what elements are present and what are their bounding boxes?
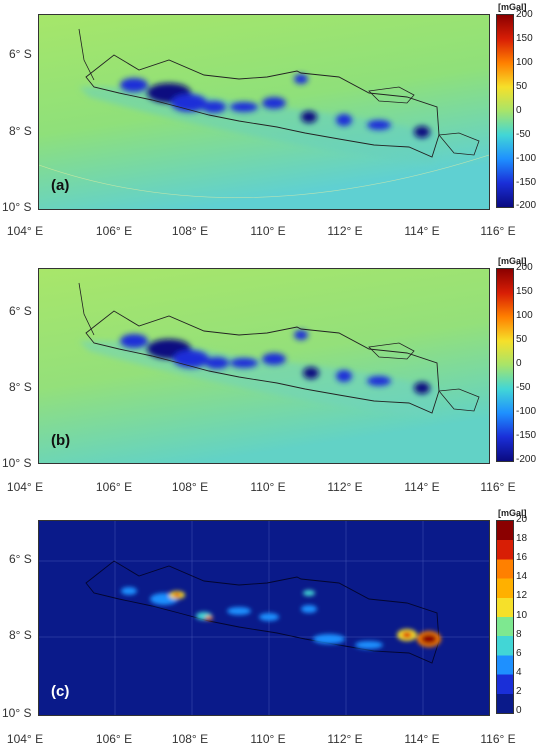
panel-c: (c) 6° S 8° S 10° S 104° E 106° E 108° E… [0, 506, 550, 747]
y-tick: 8° S [9, 628, 32, 642]
colorbar-tick: 150 [516, 286, 533, 297]
x-tick: 108° E [171, 732, 209, 746]
x-tick: 114° E [404, 732, 440, 746]
colorbar-tick: 8 [516, 629, 522, 640]
colorbar-tick: -150 [516, 177, 537, 188]
x-tick: 104° E [6, 732, 44, 746]
colorbar-tick: -100 [516, 406, 537, 417]
colorbar-tick: -150 [516, 430, 537, 441]
map-a: (a) [38, 14, 490, 210]
y-tick: 6° S [9, 552, 32, 566]
x-tick: 110° E [250, 732, 286, 746]
y-tick: 10° S [2, 706, 32, 720]
y-tick: 8° S [9, 124, 32, 138]
colorbar-tick: 100 [516, 310, 533, 321]
map-c: (c) [38, 520, 490, 716]
colorbar-tick: 150 [516, 33, 533, 44]
y-tick: 10° S [2, 200, 32, 214]
anomaly-spots-c [121, 587, 441, 649]
colorbar-tick: 100 [516, 57, 533, 68]
x-tick: 114° E [404, 480, 440, 494]
x-tick: 116° E [480, 480, 516, 494]
x-tick: 108° E [171, 224, 209, 238]
panel-label: (a) [51, 177, 70, 194]
colorbar-tick: 0 [516, 705, 522, 716]
colorbar-b [496, 268, 514, 462]
panel-b: (b) 6° S 8° S 10° S 104° E 106° E 108° E… [0, 256, 550, 496]
x-tick: 112° E [327, 732, 363, 746]
colorbar-tick: 200 [516, 9, 533, 20]
colorbar-a [496, 14, 514, 208]
y-tick: 10° S [2, 456, 32, 470]
colorbar-tick: 16 [516, 552, 528, 563]
colorbar-tick: 12 [516, 590, 528, 601]
colorbar-tick: 0 [516, 358, 522, 369]
x-tick: 106° E [95, 480, 133, 494]
x-tick: 116° E [480, 224, 516, 238]
anomaly-spots-a [120, 74, 430, 138]
colorbar-tick: 10 [516, 610, 528, 621]
y-tick: 6° S [9, 47, 32, 61]
colorbar-tick: 18 [516, 533, 528, 544]
panel-label: (c) [51, 683, 70, 700]
x-tick: 104° E [6, 480, 44, 494]
x-tick: 104° E [6, 224, 44, 238]
colorbar-c [496, 520, 514, 714]
colorbar-tick: -50 [516, 129, 531, 140]
colorbar-tick: 50 [516, 334, 528, 345]
colorbar-tick: -100 [516, 153, 537, 164]
x-tick: 116° E [480, 732, 516, 746]
x-tick: 110° E [250, 224, 286, 238]
colorbar-tick: 50 [516, 81, 528, 92]
x-tick: 106° E [95, 732, 133, 746]
colorbar-tick: -50 [516, 382, 531, 393]
panel-a: (a) 6° S 8° S 10° S 104° E 106° E 108° E… [0, 0, 550, 248]
colorbar-unit: [mGal] [498, 256, 527, 266]
colorbar-tick: 6 [516, 648, 522, 659]
y-tick: 6° S [9, 304, 32, 318]
panel-label: (b) [51, 432, 71, 449]
colorbar-tick: 200 [516, 262, 533, 273]
colorbar-tick: -200 [516, 454, 537, 465]
x-tick: 114° E [404, 224, 440, 238]
x-tick: 106° E [95, 224, 133, 238]
colorbar-tick: 0 [516, 105, 522, 116]
map-b: (b) [38, 268, 490, 464]
colorbar-tick: 4 [516, 667, 522, 678]
x-tick: 110° E [250, 480, 286, 494]
colorbar-tick: 14 [516, 571, 528, 582]
colorbar-tick: 2 [516, 686, 522, 697]
colorbar-tick: 20 [516, 514, 528, 525]
x-tick: 108° E [171, 480, 209, 494]
y-tick: 8° S [9, 380, 32, 394]
colorbar-tick: -200 [516, 200, 537, 211]
colorbar-unit: [mGal] [498, 2, 527, 12]
x-tick: 112° E [327, 224, 363, 238]
x-tick: 112° E [327, 480, 363, 494]
colorbar-unit: [mGal] [498, 508, 527, 518]
